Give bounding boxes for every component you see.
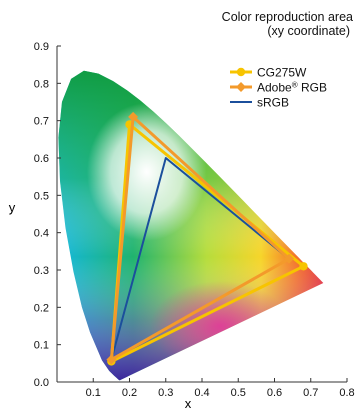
x-tick-label: 0.1 (86, 387, 101, 399)
y-tick-label: 0.1 (34, 340, 49, 352)
legend-cg275w-label: CG275W (257, 66, 307, 80)
x-axis-label: x (185, 396, 192, 411)
y-tick-label: 0.7 (34, 116, 49, 128)
x-tick-label: 0.6 (267, 387, 282, 399)
legend-adobe-rgb-marker (236, 82, 246, 92)
y-axis-label: y (9, 200, 16, 215)
chart-title-line-2: (xy coordinate) (267, 24, 350, 38)
y-tick-label: 0.3 (34, 265, 49, 277)
legend-srgb-label: sRGB (257, 96, 289, 110)
x-tick-label: 0.2 (122, 387, 137, 399)
x-tick-label: 0.3 (158, 387, 173, 399)
y-tick-label: 0.9 (34, 41, 49, 53)
legend-adobe-rgb-label: Adobe® RGB (257, 81, 327, 95)
x-tick-label: 0.4 (194, 387, 209, 399)
y-tick-label: 0.6 (34, 153, 49, 165)
legend-cg275w-marker (237, 68, 245, 76)
y-tick-label: 0.4 (34, 228, 49, 240)
y-tick-label: 0.2 (34, 302, 49, 314)
y-tick-label: 0.8 (34, 78, 49, 90)
y-tick-label: 0.5 (34, 190, 49, 202)
x-tick-label: 0.8 (339, 387, 354, 399)
y-tick-label: 0.0 (34, 377, 49, 389)
series-cg275w-point (299, 262, 307, 270)
chromaticity-diagram (57, 68, 329, 382)
x-tick-label: 0.7 (303, 387, 318, 399)
chart-title-line-1: Color reproduction area (222, 10, 353, 24)
x-tick-label: 0.5 (231, 387, 246, 399)
